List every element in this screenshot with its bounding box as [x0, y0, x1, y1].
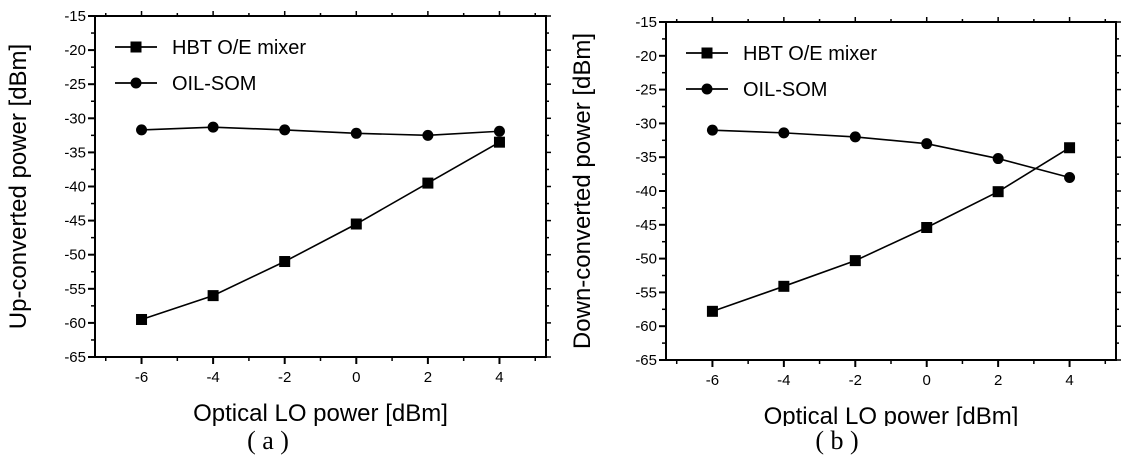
chart-a-series-2-point [136, 124, 148, 136]
chart-a-ytick-label: -30 [64, 110, 86, 127]
chart-a-ytick-label: -15 [64, 8, 86, 25]
chart-b-ytick-label: -20 [635, 48, 657, 65]
chart-a-legend-label-1: HBT O/E mixer [172, 37, 306, 59]
chart-b-xtick-label: -6 [706, 372, 719, 389]
chart-b-y-axis-label: Down-converted power [dBm] [569, 33, 596, 349]
chart-b-series-1-point [1064, 142, 1076, 154]
chart-a-xtick-label: -4 [206, 369, 219, 386]
chart-b-ytick-label: -25 [635, 82, 657, 99]
chart-b-xtick-label: 4 [1065, 372, 1073, 389]
chart-b-series-1-point [706, 305, 718, 317]
chart-b-x-axis-label: Optical LO power [dBm] [764, 403, 1019, 426]
chart-b-xtick-label: 0 [923, 372, 931, 389]
chart-a-xtick-label: 0 [352, 369, 360, 386]
chart-b-ytick-label: -55 [635, 284, 657, 301]
chart-b-ytick-label: -35 [635, 149, 657, 166]
chart-b-series-2-point [778, 127, 790, 139]
chart-a-ytick-label: -40 [64, 179, 86, 196]
chart-a-series-1-line [141, 141, 500, 321]
chart-b-series-1-point [849, 255, 861, 267]
chart-a-x-axis-label: Optical LO power [dBm] [193, 400, 448, 426]
chart-b-xtick-label: -2 [849, 372, 862, 389]
chart-a-ytick-label: -60 [64, 315, 86, 332]
chart-a-xtick-label: -2 [278, 369, 291, 386]
chart-b-legend-marker-2 [701, 83, 713, 95]
chart-b-ytick-label: -30 [635, 115, 657, 132]
chart-a-series-2-point [350, 127, 362, 139]
chart-a-series-1-point [493, 136, 505, 148]
chart-a-series-1-point [136, 313, 148, 325]
chart-a-series-2-point [279, 124, 291, 136]
chart-a-xtick-label: 4 [495, 369, 503, 386]
chart-panel-b: -65 -60 -55 -50 -45 -40 -35 -30 -25 -20 -15 -6 -4 -2 0… [564, 0, 1128, 468]
chart-a-xtick-label: -6 [135, 369, 148, 386]
chart-a-series-1-point [279, 256, 291, 268]
chart-b-series-2-point [849, 131, 861, 143]
chart-panel-a: -65 -60 -55 -50 -45 -40 -35 -30 -25 -20 -15 -6 -4 -2 0… [5, 8, 551, 455]
chart-a-svg: -65-60-55-50-45-40-35-30-25-20-15-6 -4 -2 0… [5, 8, 551, 426]
chart-b-ytick-label: -60 [635, 318, 657, 335]
chart-a-series-2-line [141, 126, 500, 137]
chart-a-plot-frame [94, 15, 547, 358]
panel-a-label: ( a ) [247, 426, 289, 455]
chart-b-series-2-point [921, 138, 933, 150]
chart-a-y-axis-label: Up-converted power [dBm] [5, 44, 32, 329]
chart-a-xtick-label: 2 [424, 369, 432, 386]
chart-b-series-1-point [921, 222, 933, 234]
chart-b-ytick-label: -40 [635, 183, 657, 200]
chart-a-ytick-label: -25 [64, 76, 86, 93]
chart-b-legend-label-2: OIL-SOM [743, 79, 827, 101]
chart-a-ytick-label: -20 [64, 42, 86, 59]
chart-a-ytick-label: -45 [64, 213, 86, 230]
chart-b-series-1-line [712, 147, 1070, 313]
chart-b-xtick-label: 2 [994, 372, 1002, 389]
chart-b-xtick-label: -4 [777, 372, 790, 389]
chart-a-series-2-point [422, 129, 434, 141]
chart-a-ytick-label: -35 [64, 144, 86, 161]
chart-a-legend-marker-1 [130, 41, 142, 53]
chart-b-series-2-point [706, 124, 718, 136]
chart-b-series-1-point [992, 186, 1004, 198]
chart-a-legend-marker-2 [130, 77, 142, 89]
chart-a-series-1-point [207, 290, 219, 302]
chart-a-series-2-point [207, 121, 219, 133]
chart-a-ytick-label: -50 [64, 247, 86, 264]
chart-b-legend-marker-1 [701, 47, 713, 59]
chart-a-series-1-point [422, 177, 434, 189]
chart-b-ytick-label: -15 [635, 14, 657, 31]
chart-a-ytick-label: -65 [64, 349, 86, 366]
chart-b-ytick-label: -65 [635, 352, 657, 369]
chart-b-legend-label-1: HBT O/E mixer [743, 43, 877, 65]
chart-a-series-1-point [350, 218, 362, 230]
chart-b-series-2-point [992, 153, 1004, 165]
chart-b-svg: -65-60-55-50-45-40-35-30-25-20-15-6 -4 -2 0… [569, 14, 1121, 426]
chart-b-series-2-line [712, 129, 1070, 179]
chart-b-series-1-point [778, 280, 790, 292]
chart-b-plot-frame [665, 21, 1117, 361]
chart-a-series-2-point [493, 125, 505, 137]
chart-a-ytick-label: -55 [64, 281, 86, 298]
chart-b-ytick-label: -45 [635, 217, 657, 234]
chart-b-series-2-point [1064, 171, 1076, 183]
chart-a-legend-label-2: OIL-SOM [172, 73, 256, 95]
panel-b-label: ( b ) [815, 426, 859, 455]
chart-b-ytick-label: -50 [635, 251, 657, 268]
